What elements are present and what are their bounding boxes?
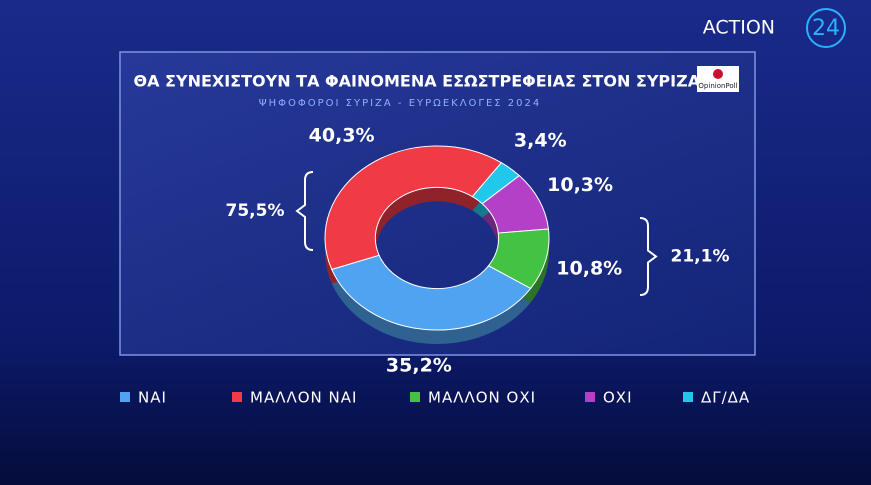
value-label: 10,3% — [547, 174, 613, 196]
pollster-dot — [713, 69, 723, 79]
slice — [324, 145, 503, 271]
legend-label: ΜΑΛΛΟΝ ΟΧΙ — [428, 389, 536, 407]
channel-logo: ACTION — [703, 17, 775, 39]
value-label: 3,4% — [514, 130, 567, 152]
legend-swatch — [232, 392, 242, 402]
chart-title: ΘΑ ΣΥΝΕΧΙΣΤΟΥΝ ΤΑ ΦΑΙΝΟΜΕΝΑ ΕΣΩΣΤΡΕΦΕΙΑΣ… — [134, 72, 707, 91]
channel-number: 24 — [812, 16, 840, 41]
bracket — [639, 217, 658, 296]
legend-swatch — [683, 392, 693, 402]
value-label: 10,8% — [556, 257, 622, 279]
legend-label: ΟΧΙ — [603, 389, 633, 407]
slice — [331, 254, 532, 331]
chart-subtitle: ΨΗΦΟΦΟΡΟΙ ΣΥΡΙΖΑ - ΕΥΡΩΕΚΛΟΓΕΣ 2024 — [259, 98, 542, 109]
pollster-name: OpinionPoll — [698, 82, 737, 90]
legend-label: ΜΑΛΛΟΝ ΝΑΙ — [250, 389, 357, 407]
bracket — [295, 171, 314, 251]
legend-label: ΔΓ/ΔΑ — [701, 389, 750, 407]
legend-label: ΝΑΙ — [138, 389, 167, 407]
group-label: 75,5% — [226, 201, 285, 221]
value-label: 35,2% — [386, 354, 452, 376]
legend-swatch — [120, 392, 130, 402]
group-label: 21,1% — [671, 247, 730, 267]
value-label: 40,3% — [309, 124, 375, 146]
legend-swatch — [585, 392, 595, 402]
logo-ring — [806, 8, 846, 48]
legend-swatch — [410, 392, 420, 402]
